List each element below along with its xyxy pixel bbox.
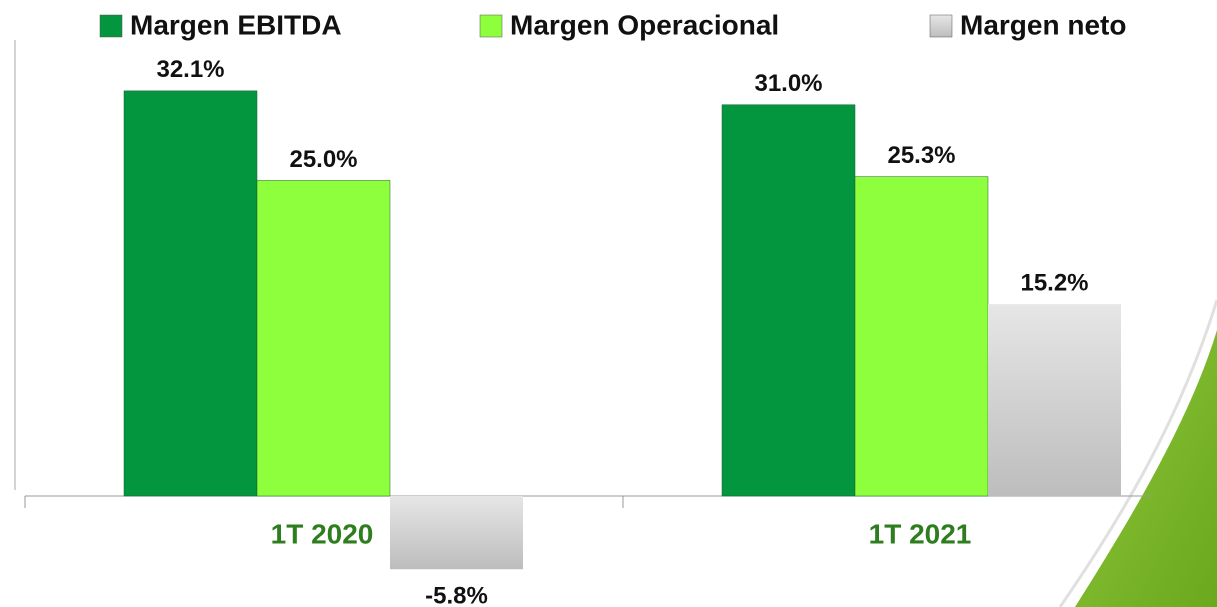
decoration	[1075, 330, 1217, 607]
x-tick-label: 1T 2020	[271, 518, 374, 549]
legend-swatch	[99, 14, 123, 38]
bar	[390, 496, 523, 570]
decoration	[1058, 299, 1217, 607]
legend-swatch	[479, 14, 503, 38]
plot: Margen EBITDA Margen Operacional Margen ne…	[24, 9, 1151, 607]
data-label: 25.0%	[289, 146, 357, 173]
data-label: 15.2%	[1020, 270, 1088, 297]
bar	[854, 176, 989, 497]
legend-label: Margen EBITDA	[130, 9, 342, 40]
x-tick-label: 1T 2021	[869, 518, 972, 549]
data-label: 25.3%	[887, 142, 955, 169]
legend-swatch	[929, 14, 953, 38]
bar	[256, 180, 391, 497]
bar	[988, 304, 1121, 497]
data-label: 32.1%	[156, 56, 224, 83]
legend-label: Margen Operacional	[510, 9, 779, 40]
data-label: -5.8%	[425, 583, 488, 607]
data-label: 31.0%	[754, 70, 822, 97]
legend-label: Margen neto	[960, 9, 1126, 40]
bar	[721, 104, 856, 497]
bar	[123, 90, 258, 497]
